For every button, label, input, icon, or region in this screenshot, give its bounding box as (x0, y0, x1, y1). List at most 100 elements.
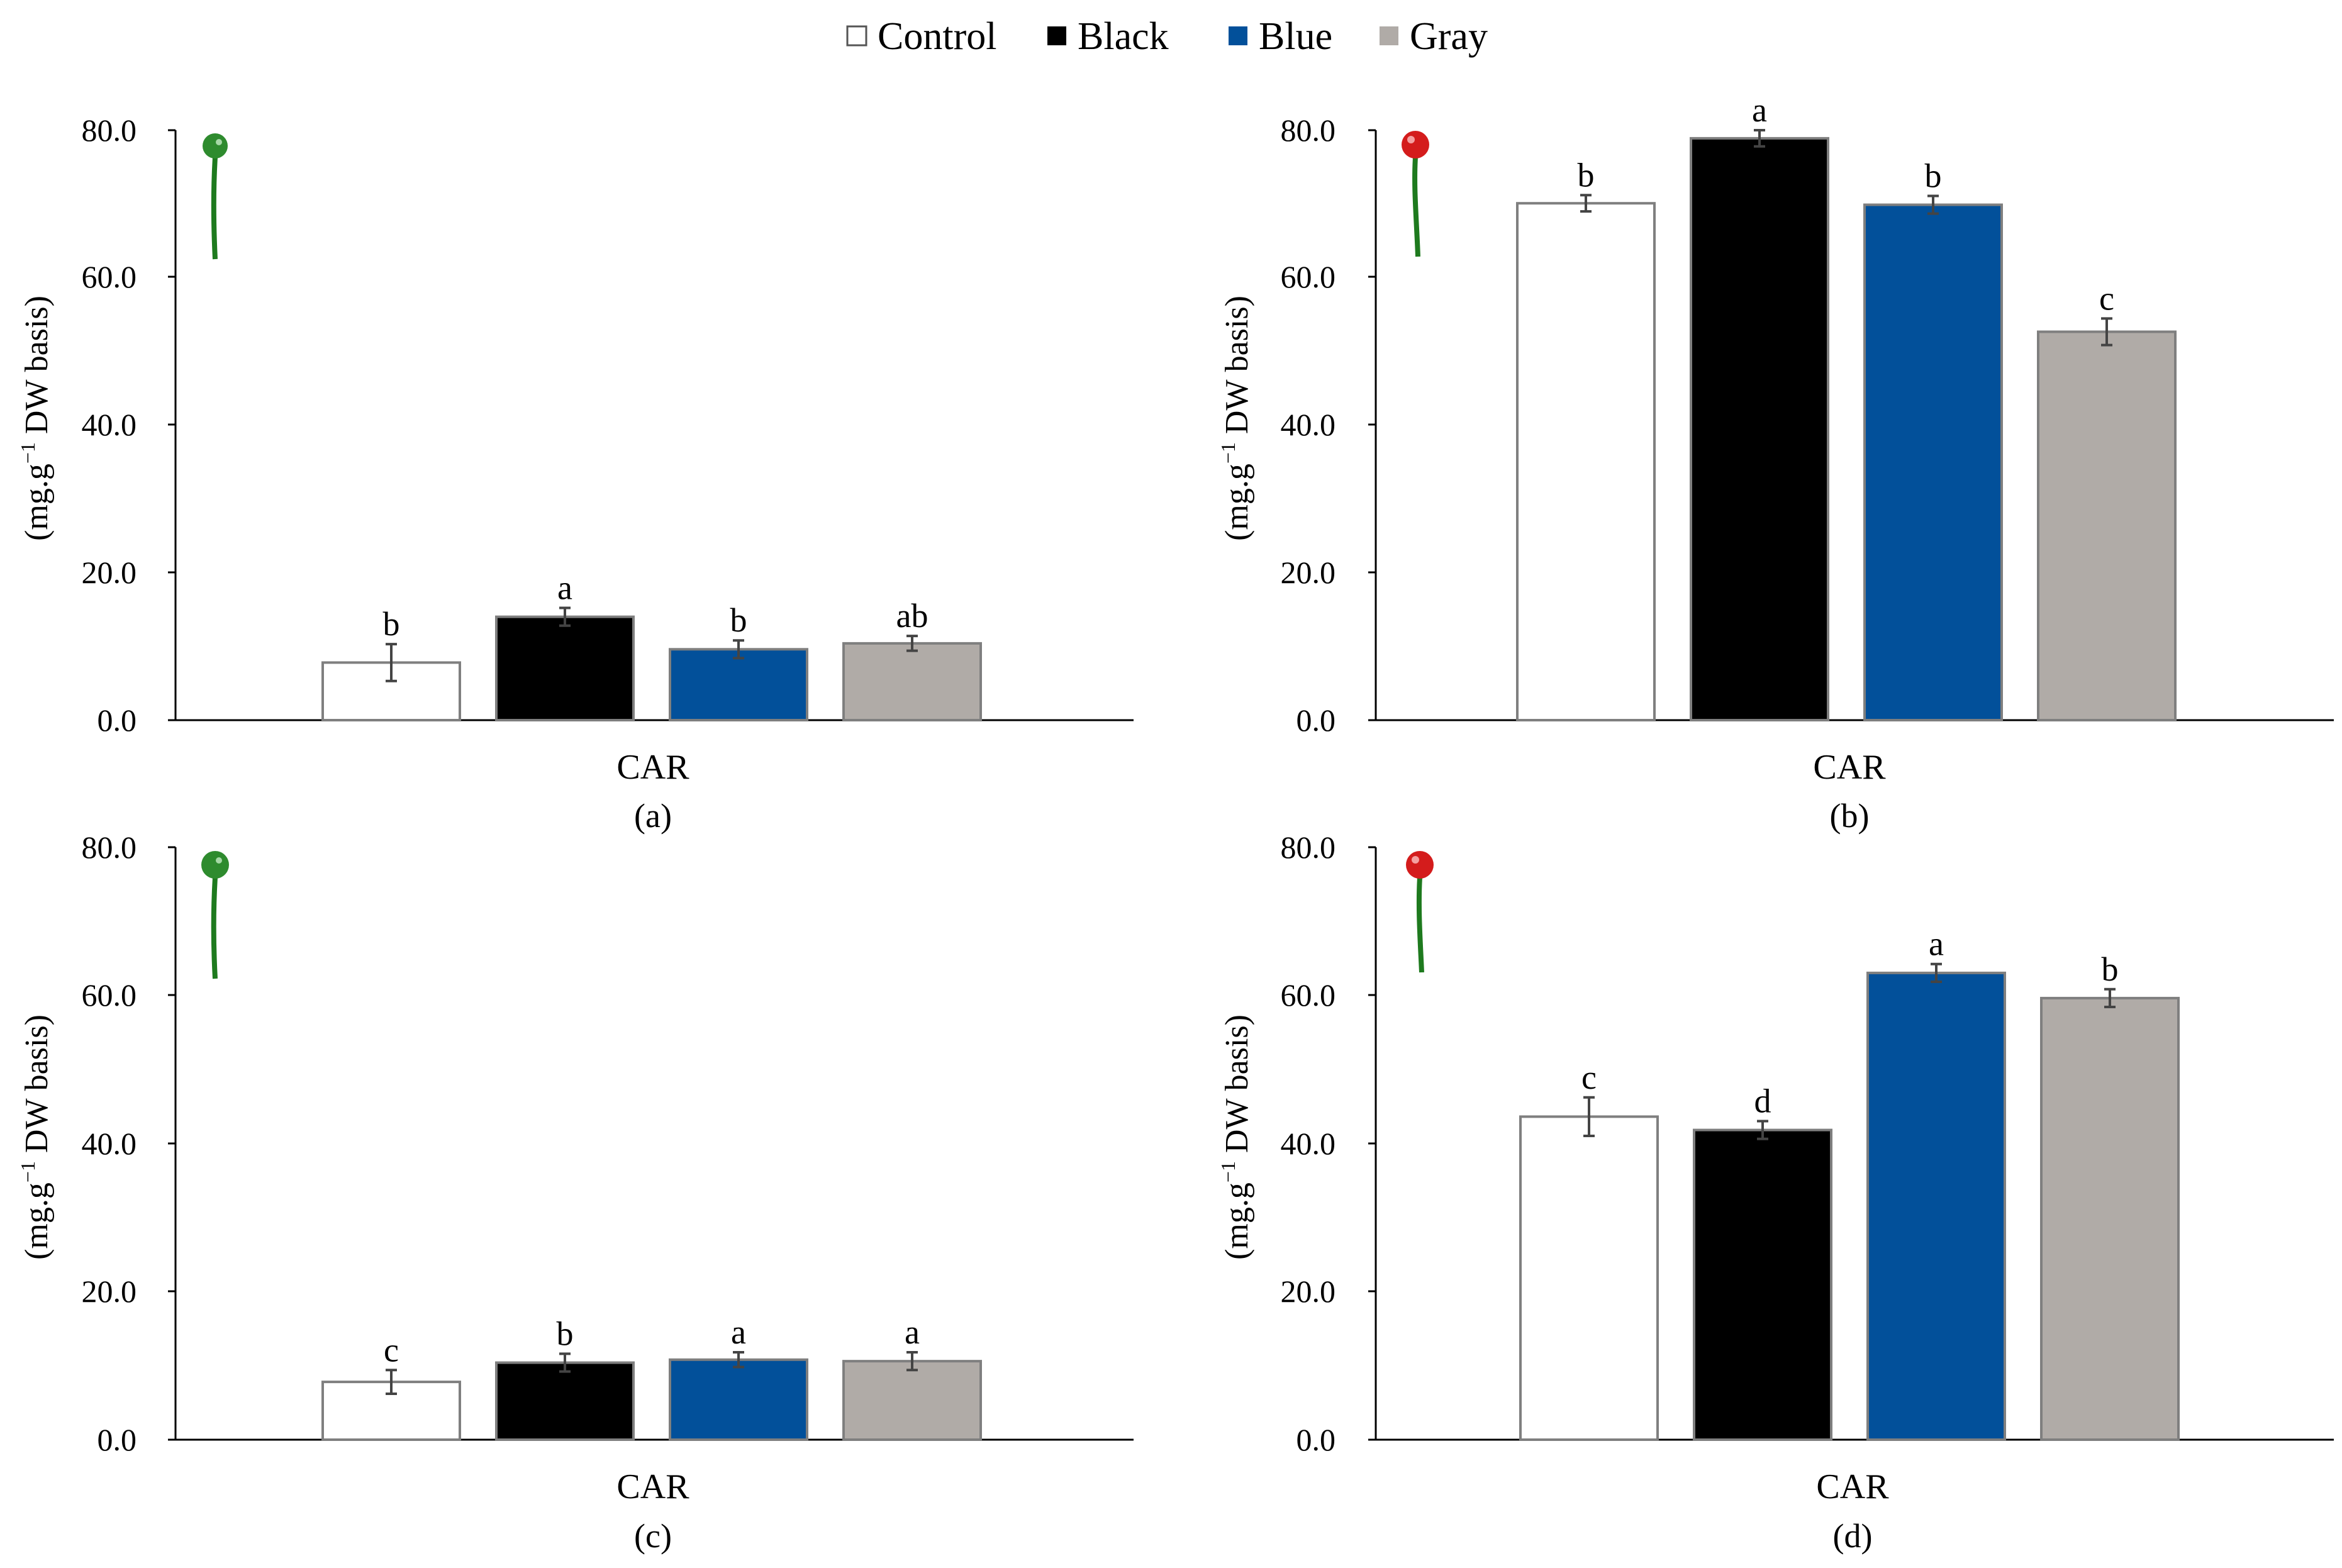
panel-label: (a) (634, 797, 672, 835)
y-axis-label-pre: (mg.g (1219, 1182, 1255, 1260)
y-axis-label-pre: (mg.g (19, 1182, 55, 1260)
y-axis-label-sup: −1 (1217, 442, 1239, 464)
fruit-head (1402, 131, 1429, 158)
legend-swatch-gray (1380, 26, 1398, 45)
y-axis-label-sup: −1 (1217, 1161, 1239, 1182)
y-tick-label: 20.0 (1281, 1274, 1336, 1309)
significance-letter-gray: c (2099, 279, 2114, 317)
error-bar-black (1754, 128, 1765, 148)
significance-letter-gray: b (2102, 950, 2119, 988)
y-axis-label-pre: (mg.g (1219, 464, 1255, 541)
y-tick-label: 60.0 (82, 977, 137, 1013)
y-axis-label-sup: −1 (16, 1161, 39, 1182)
y-tick-label: 60.0 (1281, 977, 1336, 1013)
y-tick-label: 60.0 (82, 259, 137, 294)
y-axis-label-pre: (mg.g (19, 464, 55, 541)
significance-letter-blue: b (730, 601, 747, 639)
error-bar-control (1580, 194, 1592, 213)
bar-control (1519, 1115, 1659, 1441)
bar-black (1693, 1128, 1832, 1441)
bar-blue (669, 1358, 808, 1441)
fruit-stem (211, 157, 218, 260)
category-label: CAR (616, 748, 689, 787)
fruit-stem (211, 877, 218, 979)
legend-label-gray: Gray (1410, 15, 1488, 58)
fruit-highlight (216, 857, 222, 864)
significance-letter-black: b (557, 1315, 574, 1352)
panel-d: 0.0 20.0 40.0 60.0 80.0 (mg.g−1 DW basis… (1217, 830, 2334, 1555)
y-ticks: 0.0 20.0 40.0 60.0 80.0 (82, 830, 176, 1457)
y-tick-label: 0.0 (98, 1422, 137, 1457)
bar-gray (2040, 996, 2180, 1441)
significance-letter-control: b (1578, 156, 1595, 194)
y-axis-label: (mg.g−1 DW basis) (1217, 1015, 1255, 1260)
fruit-highlight (1407, 136, 1415, 143)
bar-blue (1863, 203, 2003, 722)
fruit-highlight (216, 139, 222, 145)
y-axis-label: (mg.g−1 DW basis) (1217, 296, 1255, 541)
bar-black (495, 615, 635, 722)
y-axis-label-post: DW basis) (19, 1015, 55, 1161)
error-bar-control (386, 643, 397, 682)
significance-letter-blue: a (731, 1313, 746, 1351)
y-tick-label: 0.0 (98, 703, 137, 738)
y-tick-label: 80.0 (82, 830, 137, 865)
y-tick-label: 40.0 (1281, 407, 1336, 442)
error-bar-gray (2101, 317, 2112, 347)
legend-label-control: Control (878, 15, 996, 58)
error-bar-gray (906, 635, 918, 652)
y-tick-label: 0.0 (1296, 703, 1336, 738)
fruit-stem (1412, 157, 1420, 257)
legend-swatch-black (1047, 26, 1066, 45)
error-bar-blue (733, 1351, 744, 1369)
category-label: CAR (1813, 748, 1886, 787)
bar-blue (1866, 971, 2006, 1441)
y-tick-label: 40.0 (82, 407, 137, 442)
error-bar-gray (2104, 987, 2116, 1009)
y-axis-label-post: DW basis) (1219, 296, 1255, 442)
bar-black (495, 1361, 635, 1442)
fruit-stem (1416, 877, 1424, 973)
significance-letter-control: c (384, 1331, 399, 1369)
error-bar-blue (1927, 194, 1939, 215)
error-bar-black (559, 606, 571, 627)
panel-label: (b) (1830, 797, 1870, 835)
y-tick-label: 80.0 (1281, 113, 1336, 148)
legend-swatch-blue (1229, 26, 1247, 45)
significance-letter-gray: ab (896, 597, 928, 635)
y-tick-label: 20.0 (82, 1274, 137, 1309)
fruit-icon-green (201, 851, 229, 979)
legend-label-blue: Blue (1259, 15, 1332, 58)
significance-letter-black: a (557, 569, 572, 607)
bar-gray (842, 642, 982, 721)
fruit-head (203, 133, 228, 158)
y-tick-label: 40.0 (1281, 1126, 1336, 1161)
significance-letter-black: a (1752, 91, 1767, 129)
fruit-highlight (1412, 856, 1419, 864)
error-bar-gray (906, 1351, 918, 1372)
fruit-icon-red (1406, 851, 1434, 973)
error-bar-control (1583, 1096, 1595, 1138)
y-ticks: 0.0 20.0 40.0 60.0 80.0 (1281, 830, 1376, 1457)
y-ticks: 0.0 20.0 40.0 60.0 80.0 (82, 113, 176, 738)
bars: bab ab (321, 569, 982, 722)
legend: Control Black Blue Gray (846, 15, 1488, 58)
panel-b: 0.0 20.0 40.0 60.0 80.0 (mg.g−1 DW basis… (1217, 91, 2334, 835)
y-tick-label: 20.0 (82, 555, 137, 590)
legend-swatch-control (846, 25, 867, 47)
significance-letter-control: c (1581, 1059, 1597, 1096)
error-bar-black (559, 1352, 571, 1373)
y-axis-label: (mg.g−1 DW basis) (16, 296, 55, 541)
panel-label: (d) (1833, 1517, 1873, 1555)
bar-gray (2037, 330, 2177, 721)
panel-c: 0.0 20.0 40.0 60.0 80.0 (mg.g−1 DW basis… (16, 830, 1134, 1555)
bars: b a b c (1516, 91, 2177, 722)
y-ticks: 0.0 20.0 40.0 60.0 80.0 (1281, 113, 1376, 738)
bar-black (1690, 136, 1829, 721)
fruit-head (1406, 851, 1434, 879)
bars: c d a b (1519, 925, 2180, 1441)
fruit-head (201, 851, 229, 879)
significance-letter-control: b (383, 605, 400, 643)
y-axis-label: (mg.g−1 DW basis) (16, 1015, 55, 1260)
